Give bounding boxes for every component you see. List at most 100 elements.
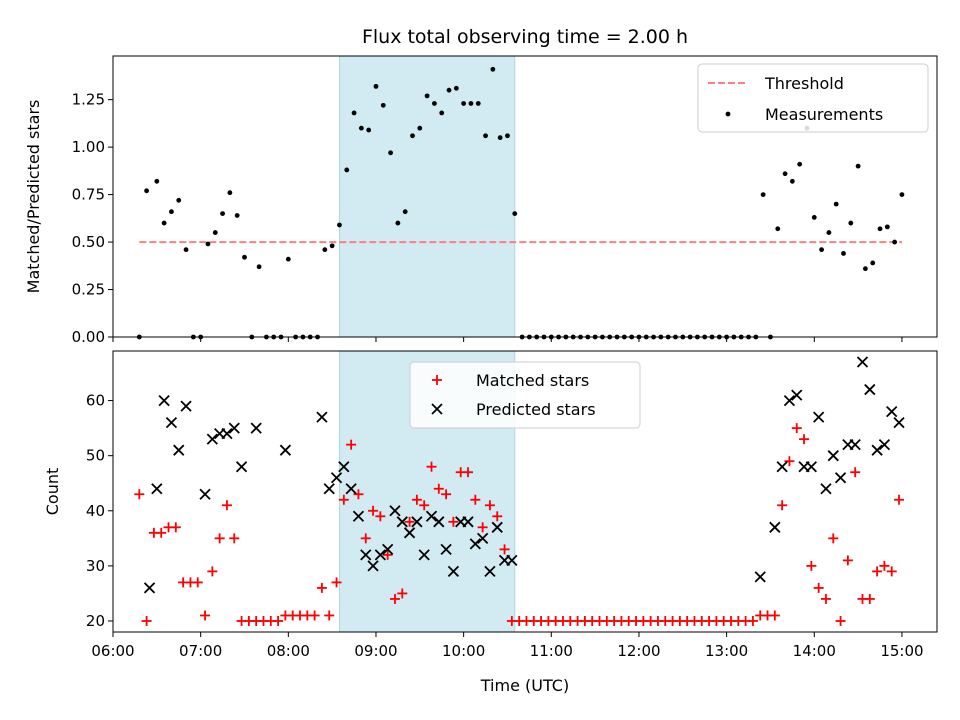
legend-threshold-label: Threshold <box>764 74 844 93</box>
matched-star-point <box>353 489 364 500</box>
predicted-star-point <box>382 543 394 555</box>
matched-star-point <box>791 423 802 434</box>
bottom-y-tick-label: 30 <box>86 557 105 575</box>
matched-star-point <box>192 577 203 588</box>
predicted-star-point <box>425 510 438 522</box>
matched-star-point <box>221 500 232 511</box>
predicted-star-point <box>360 549 372 561</box>
predicted-star-point <box>791 389 803 401</box>
predicted-star-point <box>856 356 869 368</box>
predicted-star-point <box>447 565 460 578</box>
predicted-star-point <box>411 516 423 528</box>
x-tick-label: 08:00 <box>267 642 310 660</box>
x-tick-label: 06:00 <box>91 642 134 660</box>
legend-matched-label: Matched stars <box>476 371 589 390</box>
matched-star-point <box>426 461 437 472</box>
matched-star-point <box>842 555 853 566</box>
matched-star-point <box>404 516 415 527</box>
measurement-point <box>256 264 262 270</box>
measurement-point <box>899 192 905 198</box>
predicted-star-point <box>250 422 262 434</box>
predicted-star-point <box>165 416 178 429</box>
matched-star-point <box>360 533 371 544</box>
predicted-star-point <box>893 416 905 429</box>
matched-star-point <box>886 566 897 577</box>
matched-star-point <box>799 434 810 445</box>
measurement-point <box>212 230 218 235</box>
predicted-star-point <box>367 560 379 572</box>
measurement-point <box>439 110 445 116</box>
measurement-point <box>176 197 182 203</box>
predicted-star-point <box>228 422 240 434</box>
predicted-star-point <box>476 532 489 544</box>
matched-star-point <box>389 593 400 604</box>
predicted-star-point <box>871 444 883 456</box>
predicted-star-point <box>769 521 781 533</box>
measurement-point <box>446 87 452 93</box>
measurement-point <box>760 192 766 198</box>
measurement-point <box>863 266 868 272</box>
x-tick-label: 13:00 <box>705 642 748 660</box>
measurement-point <box>892 239 898 245</box>
matched-star-point <box>806 560 817 571</box>
predicted-star-point <box>206 433 218 445</box>
predicted-star-point <box>158 394 170 407</box>
predicted-star-point <box>316 411 328 423</box>
predicted-star-point <box>199 488 211 500</box>
matched-star-point <box>368 505 379 516</box>
chart-title: Flux total observing time = 2.00 h <box>362 26 688 48</box>
measurement-point <box>819 247 824 253</box>
measurement-point <box>826 230 832 235</box>
matched-star-point <box>411 494 422 505</box>
predicted-star-point <box>323 483 335 495</box>
predicted-star-point <box>834 472 847 484</box>
matched-star-point <box>448 516 459 527</box>
measurement-point <box>329 243 335 249</box>
measurement-point <box>154 178 160 184</box>
matched-star-point <box>382 549 393 560</box>
matched-star-point <box>214 533 225 544</box>
matched-star-point <box>441 489 452 500</box>
x-tick-label: 10:00 <box>442 642 485 660</box>
matched-star-point <box>229 533 240 544</box>
measurement-point <box>144 188 150 194</box>
x-tick-label: 09:00 <box>354 642 397 660</box>
predicted-star-point <box>352 510 365 522</box>
matched-star-point <box>813 582 824 593</box>
matched-star-point <box>375 511 386 522</box>
measurement-point <box>870 260 876 266</box>
measurement-point <box>483 133 488 139</box>
predicted-star-point <box>864 383 876 396</box>
predicted-star-point <box>886 405 898 418</box>
top-panel: 0.00 0.25 0.50 0.75 1.00 1.25 Flux total obse… <box>24 26 938 346</box>
matched-star-point <box>309 610 320 621</box>
measurement-point <box>797 161 803 167</box>
legend-predicted-swatch <box>431 403 443 415</box>
measurement-point <box>388 150 393 156</box>
bottom-y-axis-label: Count <box>43 468 62 516</box>
measurement-point <box>512 211 518 216</box>
matched-star-point <box>835 615 846 626</box>
predicted-star-point <box>813 411 825 423</box>
measurement-point <box>505 133 510 139</box>
matched-star-point <box>324 610 335 621</box>
bottom-y-tick-label: 20 <box>86 612 105 630</box>
top-y-tick-label: 0.25 <box>72 281 105 299</box>
measurement-point <box>234 213 240 218</box>
matched-star-point <box>331 577 342 588</box>
legend-measurements-swatch <box>725 111 731 117</box>
bottom-legend-box <box>409 361 641 429</box>
matched-star-point <box>828 533 839 544</box>
measurement-point <box>833 201 839 207</box>
x-tick-label: 15:00 <box>880 642 923 660</box>
measurement-point <box>366 127 372 133</box>
bottom-panel: 20 30 40 50 60 06:00 07:00 08:00 09:00 10:00 11:00… <box>43 350 938 695</box>
measurement-point <box>841 251 846 256</box>
matched-star-point <box>316 582 327 593</box>
matched-star-point <box>397 588 408 599</box>
measurement-point <box>169 209 174 215</box>
bottom-panel-ticks: 20 30 40 50 60 06:00 07:00 08:00 09:00 10:00 11:00… <box>86 392 924 660</box>
top-legend-box <box>697 63 929 133</box>
top-y-tick-label: 0.50 <box>72 233 105 251</box>
